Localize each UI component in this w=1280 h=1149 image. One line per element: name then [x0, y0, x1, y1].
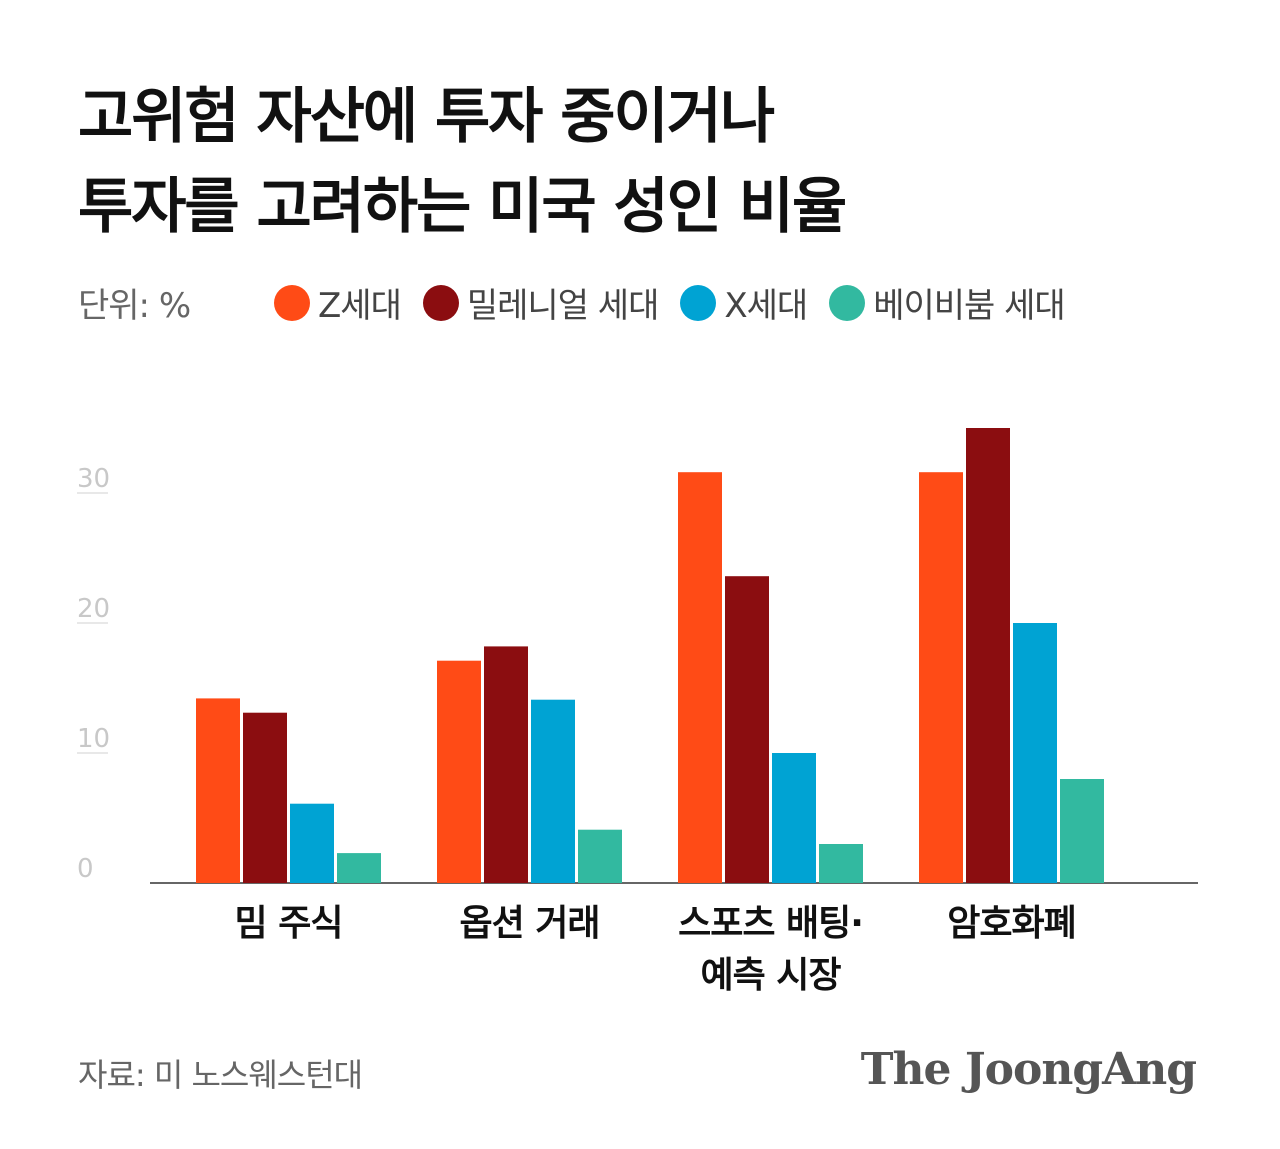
- x-tick-label-2: 스포츠 배팅· 예측 시장: [678, 903, 863, 996]
- chart-title: 고위험 자산에 투자 중이거나 투자를 고려하는 미국 성인 비율: [78, 72, 1198, 252]
- x-tick-label-line: 스포츠 배팅·: [678, 903, 863, 944]
- y-tick-label-2: 20: [77, 594, 110, 624]
- legend-swatch-millennial: [422, 284, 459, 321]
- legend-item-gen-x: X세대: [680, 278, 808, 327]
- bar-0-0: [196, 698, 240, 883]
- bar-0-1: [243, 712, 287, 883]
- y-tick-label-3: 30: [77, 464, 110, 494]
- x-tick-label-3: 암호화폐: [947, 903, 1075, 944]
- bar-2-1: [725, 576, 769, 883]
- unit-label: 단위: %: [78, 286, 191, 326]
- legend: Z세대 밀레니얼 세대 X세대 베이비붐 세대: [274, 278, 1066, 327]
- bar-3-3: [1060, 779, 1104, 883]
- bar-3-2: [1013, 623, 1057, 883]
- legend-item-gen-z: Z세대: [274, 278, 402, 327]
- x-tick-label-line: 옵션 거래: [459, 903, 599, 944]
- y-tick-label-1: 10: [77, 724, 110, 754]
- legend-item-boomer: 베이비붐 세대: [829, 278, 1066, 327]
- legend-label-boomer: 베이비붐 세대: [873, 286, 1065, 326]
- legend-item-millennial: 밀레니얼 세대: [422, 278, 659, 327]
- x-tick-label-line: 예측 시장: [700, 955, 841, 996]
- bar-3-0: [919, 472, 963, 883]
- publisher-logo: The JoongAng: [860, 1044, 1197, 1095]
- bar-0-3: [337, 853, 381, 883]
- legend-swatch-gen-z: [274, 284, 310, 321]
- bar-1-0: [437, 660, 481, 883]
- source-note: 자료: 미 노스웨스턴대: [78, 1056, 363, 1094]
- bar-3-1: [966, 428, 1010, 883]
- bar-1-1: [484, 646, 528, 883]
- bar-1-2: [531, 699, 575, 883]
- legend-swatch-gen-x: [680, 284, 717, 321]
- bar-2-0: [678, 472, 722, 883]
- legend-label-gen-z: Z세대: [318, 286, 402, 326]
- x-tick-label-line: 암호화폐: [947, 903, 1075, 944]
- legend-label-millennial: 밀레니얼 세대: [466, 286, 659, 326]
- title-line-1: 고위험 자산에 투자 중이거나: [78, 82, 775, 152]
- bar-0-2: [290, 803, 334, 883]
- legend-label-gen-x: X세대: [724, 286, 808, 326]
- title-line-2: 투자를 고려하는 미국 성인 비율: [78, 172, 847, 242]
- legend-swatch-boomer: [829, 284, 866, 321]
- bar-1-3: [578, 829, 622, 883]
- bar-2-3: [819, 844, 863, 883]
- y-tick-label-0: 0: [77, 854, 94, 884]
- x-tick-label-1: 옵션 거래: [459, 903, 599, 944]
- bar-2-2: [772, 753, 816, 883]
- x-tick-label-line: 밈 주식: [235, 903, 343, 944]
- x-tick-label-0: 밈 주식: [235, 903, 343, 944]
